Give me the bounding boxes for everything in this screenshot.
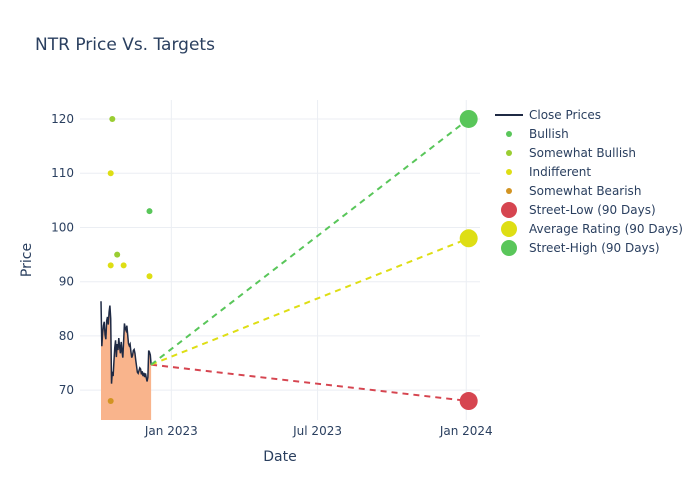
target-line bbox=[150, 237, 470, 366]
legend-label: Average Rating (90 Days) bbox=[529, 222, 683, 236]
point-layer bbox=[107, 109, 478, 411]
x-axis-label: Date bbox=[263, 449, 296, 465]
x-tick-label: Jul 2023 bbox=[292, 424, 342, 438]
y-tick-label: 90 bbox=[59, 275, 74, 289]
target-marker bbox=[459, 109, 478, 128]
legend-label: Close Prices bbox=[529, 108, 601, 122]
y-tick-label: 80 bbox=[59, 329, 74, 343]
legend-dot-swatch bbox=[506, 131, 512, 137]
target-marker bbox=[459, 229, 478, 248]
close-price-area bbox=[101, 301, 152, 420]
rating-point bbox=[107, 398, 114, 405]
legend-label: Street-High (90 Days) bbox=[529, 241, 660, 255]
rating-point bbox=[107, 170, 114, 177]
y-axis-label: Price bbox=[19, 243, 35, 277]
target-line bbox=[150, 118, 470, 366]
legend-marker-swatch bbox=[501, 221, 517, 237]
chart-title: NTR Price Vs. Targets bbox=[35, 35, 215, 55]
legend-dot-swatch bbox=[506, 150, 512, 156]
x-tick-label: Jan 2024 bbox=[439, 424, 493, 438]
rating-point bbox=[107, 262, 114, 269]
legend-dot-swatch bbox=[506, 188, 512, 194]
legend-label: Street-Low (90 Days) bbox=[529, 203, 656, 217]
legend-marker-swatch bbox=[501, 202, 517, 218]
y-tick-label: 70 bbox=[59, 383, 74, 397]
legend: Close Prices Bullish Somewhat Bullish Indif… bbox=[495, 108, 683, 256]
rating-point bbox=[120, 262, 127, 269]
y-tick-label: 100 bbox=[51, 220, 74, 234]
y-tick-label: 110 bbox=[51, 166, 74, 180]
legend-label: Somewhat Bearish bbox=[529, 184, 641, 198]
x-tick-label: Jan 2023 bbox=[144, 424, 198, 438]
legend-dot-swatch bbox=[506, 169, 512, 175]
target-line bbox=[150, 363, 469, 403]
rating-point bbox=[109, 115, 116, 122]
legend-marker-swatch bbox=[501, 240, 517, 256]
area-layer bbox=[101, 301, 152, 420]
close-price-line bbox=[100, 301, 152, 384]
rating-point bbox=[146, 273, 153, 280]
grid-layer bbox=[80, 100, 480, 420]
rating-point bbox=[146, 208, 153, 215]
legend-label: Somewhat Bullish bbox=[529, 146, 636, 160]
y-tick-label: 120 bbox=[51, 112, 74, 126]
legend-label: Bullish bbox=[529, 127, 569, 141]
legend-label: Indifferent bbox=[529, 165, 591, 179]
rating-point bbox=[114, 251, 121, 258]
axis-layer: 70 80 90 100 110 120 Jan 2023 Jul 2023 Jan 2024 bbox=[51, 112, 493, 438]
target-marker bbox=[459, 392, 478, 411]
line-layer bbox=[100, 118, 470, 403]
